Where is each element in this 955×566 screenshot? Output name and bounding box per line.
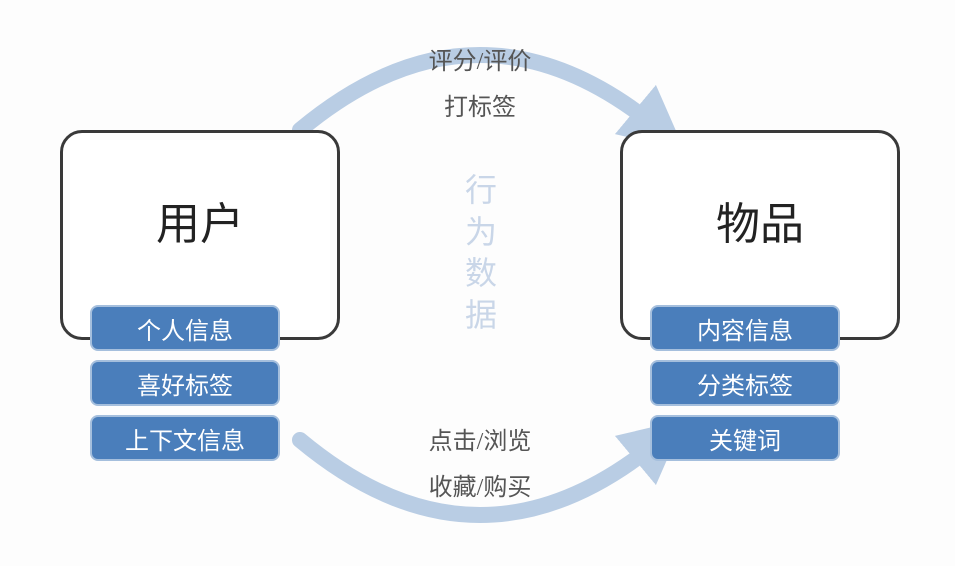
top-edge-label-2: 打标签 [380,86,580,132]
item-node-title: 物品 [623,188,897,252]
user-tag-preference: 喜好标签 [90,360,280,406]
user-tag-personal-info: 个人信息 [90,305,280,351]
bottom-edge-label-1: 点击/浏览 [380,420,580,466]
center-behavior-data-label: 行为数据 [465,170,497,336]
item-tag-keyword: 关键词 [650,415,840,461]
item-tag-category: 分类标签 [650,360,840,406]
user-node-title: 用户 [63,188,337,252]
bottom-edge-labels: 点击/浏览 收藏/购买 [380,420,580,511]
user-tag-context: 上下文信息 [90,415,280,461]
item-tag-content: 内容信息 [650,305,840,351]
top-edge-label-1: 评分/评价 [380,40,580,86]
top-edge-labels: 评分/评价 打标签 [380,40,580,131]
bottom-edge-label-2: 收藏/购买 [380,466,580,512]
